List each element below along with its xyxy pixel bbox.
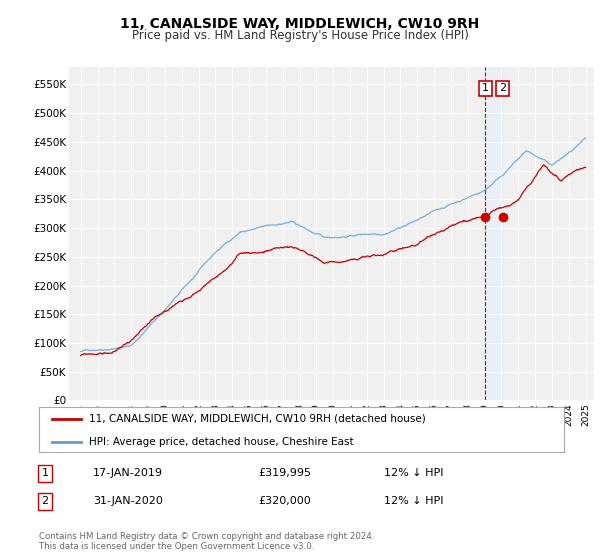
- Text: Contains HM Land Registry data © Crown copyright and database right 2024.
This d: Contains HM Land Registry data © Crown c…: [39, 532, 374, 552]
- Text: 12% ↓ HPI: 12% ↓ HPI: [384, 468, 443, 478]
- Text: Price paid vs. HM Land Registry's House Price Index (HPI): Price paid vs. HM Land Registry's House …: [131, 29, 469, 42]
- Text: 31-JAN-2020: 31-JAN-2020: [93, 496, 163, 506]
- Bar: [485, 67, 503, 400]
- Text: £320,000: £320,000: [258, 496, 311, 506]
- Text: 11, CANALSIDE WAY, MIDDLEWICH, CW10 9RH (detached house): 11, CANALSIDE WAY, MIDDLEWICH, CW10 9RH …: [89, 414, 425, 424]
- Text: 2: 2: [41, 496, 49, 506]
- Text: 12% ↓ HPI: 12% ↓ HPI: [384, 496, 443, 506]
- Text: 1: 1: [482, 83, 489, 94]
- Text: £319,995: £319,995: [258, 468, 311, 478]
- Text: 1: 1: [41, 468, 49, 478]
- Text: HPI: Average price, detached house, Cheshire East: HPI: Average price, detached house, Ches…: [89, 437, 353, 447]
- Text: 2: 2: [499, 83, 506, 94]
- Text: 17-JAN-2019: 17-JAN-2019: [93, 468, 163, 478]
- Text: 11, CANALSIDE WAY, MIDDLEWICH, CW10 9RH: 11, CANALSIDE WAY, MIDDLEWICH, CW10 9RH: [121, 17, 479, 31]
